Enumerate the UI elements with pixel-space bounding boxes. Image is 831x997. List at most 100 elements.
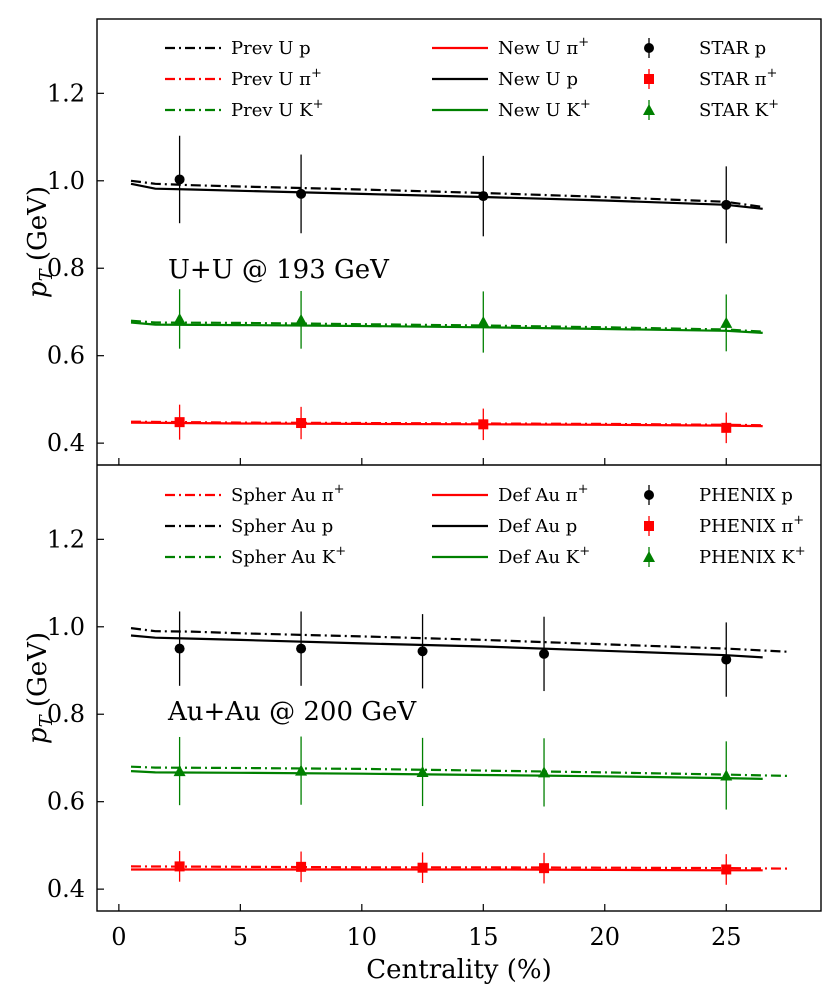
y-tick-label: 0.4: [47, 875, 85, 903]
y-tick-label: 0.6: [47, 342, 85, 370]
series-prev-u-p: [130, 179, 763, 209]
legend-label: STAR π+: [699, 66, 777, 90]
y-tick-label: 1.2: [47, 525, 85, 553]
legend-marker: [644, 43, 654, 53]
legend-label: Def Au π+: [498, 482, 589, 506]
legend-label-tail: p: [322, 516, 334, 537]
series-spher-au-: [130, 865, 788, 870]
data-point: [721, 199, 732, 210]
series-line: [130, 179, 763, 209]
legend-label: Spher Au K+: [231, 544, 346, 568]
data-point: [173, 765, 186, 777]
legend-item: STAR K+: [643, 97, 779, 121]
series-new-u-k-: [130, 321, 763, 334]
data-point: [720, 316, 733, 328]
legend-label: Spher Au p: [231, 516, 333, 537]
series-line: [130, 627, 788, 653]
series-line: [130, 770, 763, 780]
x-tick-label: 20: [589, 923, 620, 951]
collision-annotation: U+U @ 193 GeV: [168, 255, 390, 285]
legend-label-base: STAR π: [699, 69, 767, 90]
legend-label-base: Prev U π: [231, 69, 311, 90]
legend-label-tail: p: [755, 38, 767, 59]
legend-label-base: Prev U K: [231, 100, 313, 121]
series-new-u-: [130, 421, 763, 428]
data-point: [296, 418, 307, 429]
series-def-au-p: [130, 634, 763, 659]
legend-label-base: Def Au: [498, 516, 566, 537]
y-axis-label-rest: (GeV): [23, 186, 53, 269]
series-phenix-k-: [173, 736, 733, 810]
legend-label: New U p: [498, 69, 578, 90]
series-spher-au-p: [130, 627, 788, 653]
x-tick-label: 15: [468, 923, 499, 951]
legend-item: Prev U p: [165, 38, 311, 59]
legend-label-sup: +: [580, 97, 591, 112]
x-tick-label: 10: [347, 923, 378, 951]
data-point: [720, 769, 733, 781]
data-point: [417, 862, 428, 873]
legend-label-sup: +: [795, 544, 806, 559]
data-point: [296, 188, 307, 199]
series-phenix-p: [174, 611, 732, 697]
data-point: [174, 417, 185, 428]
data-point: [478, 419, 489, 430]
legend-label: Spher Au π+: [231, 482, 344, 506]
x-axis-label: Centrality (%): [366, 955, 551, 985]
legend-label-base: PHENIX: [699, 485, 781, 506]
legend-marker: [643, 104, 655, 115]
y-tick-label: 0.8: [47, 700, 85, 728]
series-def-au-: [131, 868, 763, 872]
y-tick-label: 0.8: [47, 254, 85, 282]
data-point: [295, 764, 308, 776]
data-point: [296, 861, 307, 872]
legend-label-base: STAR K: [699, 100, 769, 121]
legend-label-sup: +: [335, 544, 346, 559]
legend-label-sup: +: [578, 482, 589, 497]
data-point: [721, 422, 732, 433]
legend-label-sup: +: [579, 544, 590, 559]
series-star-k-: [173, 289, 733, 353]
y-tick-label: 0.6: [47, 788, 85, 816]
data-point: [721, 864, 732, 875]
legend-label: Prev U π+: [231, 66, 322, 90]
y-tick-label: 1.0: [47, 613, 85, 641]
data-point: [174, 861, 185, 872]
legend-item: New U p: [432, 69, 578, 90]
legend-marker: [644, 490, 654, 500]
data-point: [539, 648, 550, 659]
legend-label: Prev U p: [231, 38, 311, 59]
top-panel-uu: 0.40.60.81.01.2pT (GeV)U+U @ 193 GeVPrev…: [23, 35, 779, 465]
legend-label: New U π+: [498, 35, 589, 59]
legend-label-base: Spher Au: [231, 516, 322, 537]
y-axis-label-sub: T: [36, 267, 57, 281]
data-point: [478, 191, 489, 202]
legend-label-base: PHENIX K: [699, 547, 795, 568]
legend-label-base: Spher Au π: [231, 485, 334, 506]
legend-label-sup: +: [578, 35, 589, 50]
legend-label-sup: +: [793, 513, 804, 528]
series-line: [130, 421, 763, 428]
series-star-: [174, 404, 732, 444]
series-phenix-: [174, 851, 732, 885]
data-point: [295, 313, 308, 325]
legend-label: STAR p: [699, 38, 766, 59]
y-axis-label-rest: (GeV): [23, 632, 53, 715]
legend-item: STAR π+: [644, 66, 777, 90]
series-star-p: [174, 135, 732, 244]
legend-label: STAR K+: [699, 97, 779, 121]
series-new-u-p: [130, 182, 763, 210]
legend-item: PHENIX p: [644, 485, 793, 506]
legend-item: Def Au K+: [432, 544, 590, 568]
legend-label-base: Prev U: [231, 38, 299, 59]
y-tick-label: 1.2: [47, 79, 85, 107]
legend-label-tail: p: [566, 69, 578, 90]
legend-item: New U K+: [432, 97, 591, 121]
series-line: [131, 868, 763, 872]
legend-item: Spher Au π+: [165, 482, 344, 506]
legend-label-base: Spher Au K: [231, 547, 336, 568]
legend-label-base: Def Au K: [498, 547, 580, 568]
data-point: [296, 643, 307, 654]
collision-annotation: Au+Au @ 200 GeV: [167, 697, 417, 727]
